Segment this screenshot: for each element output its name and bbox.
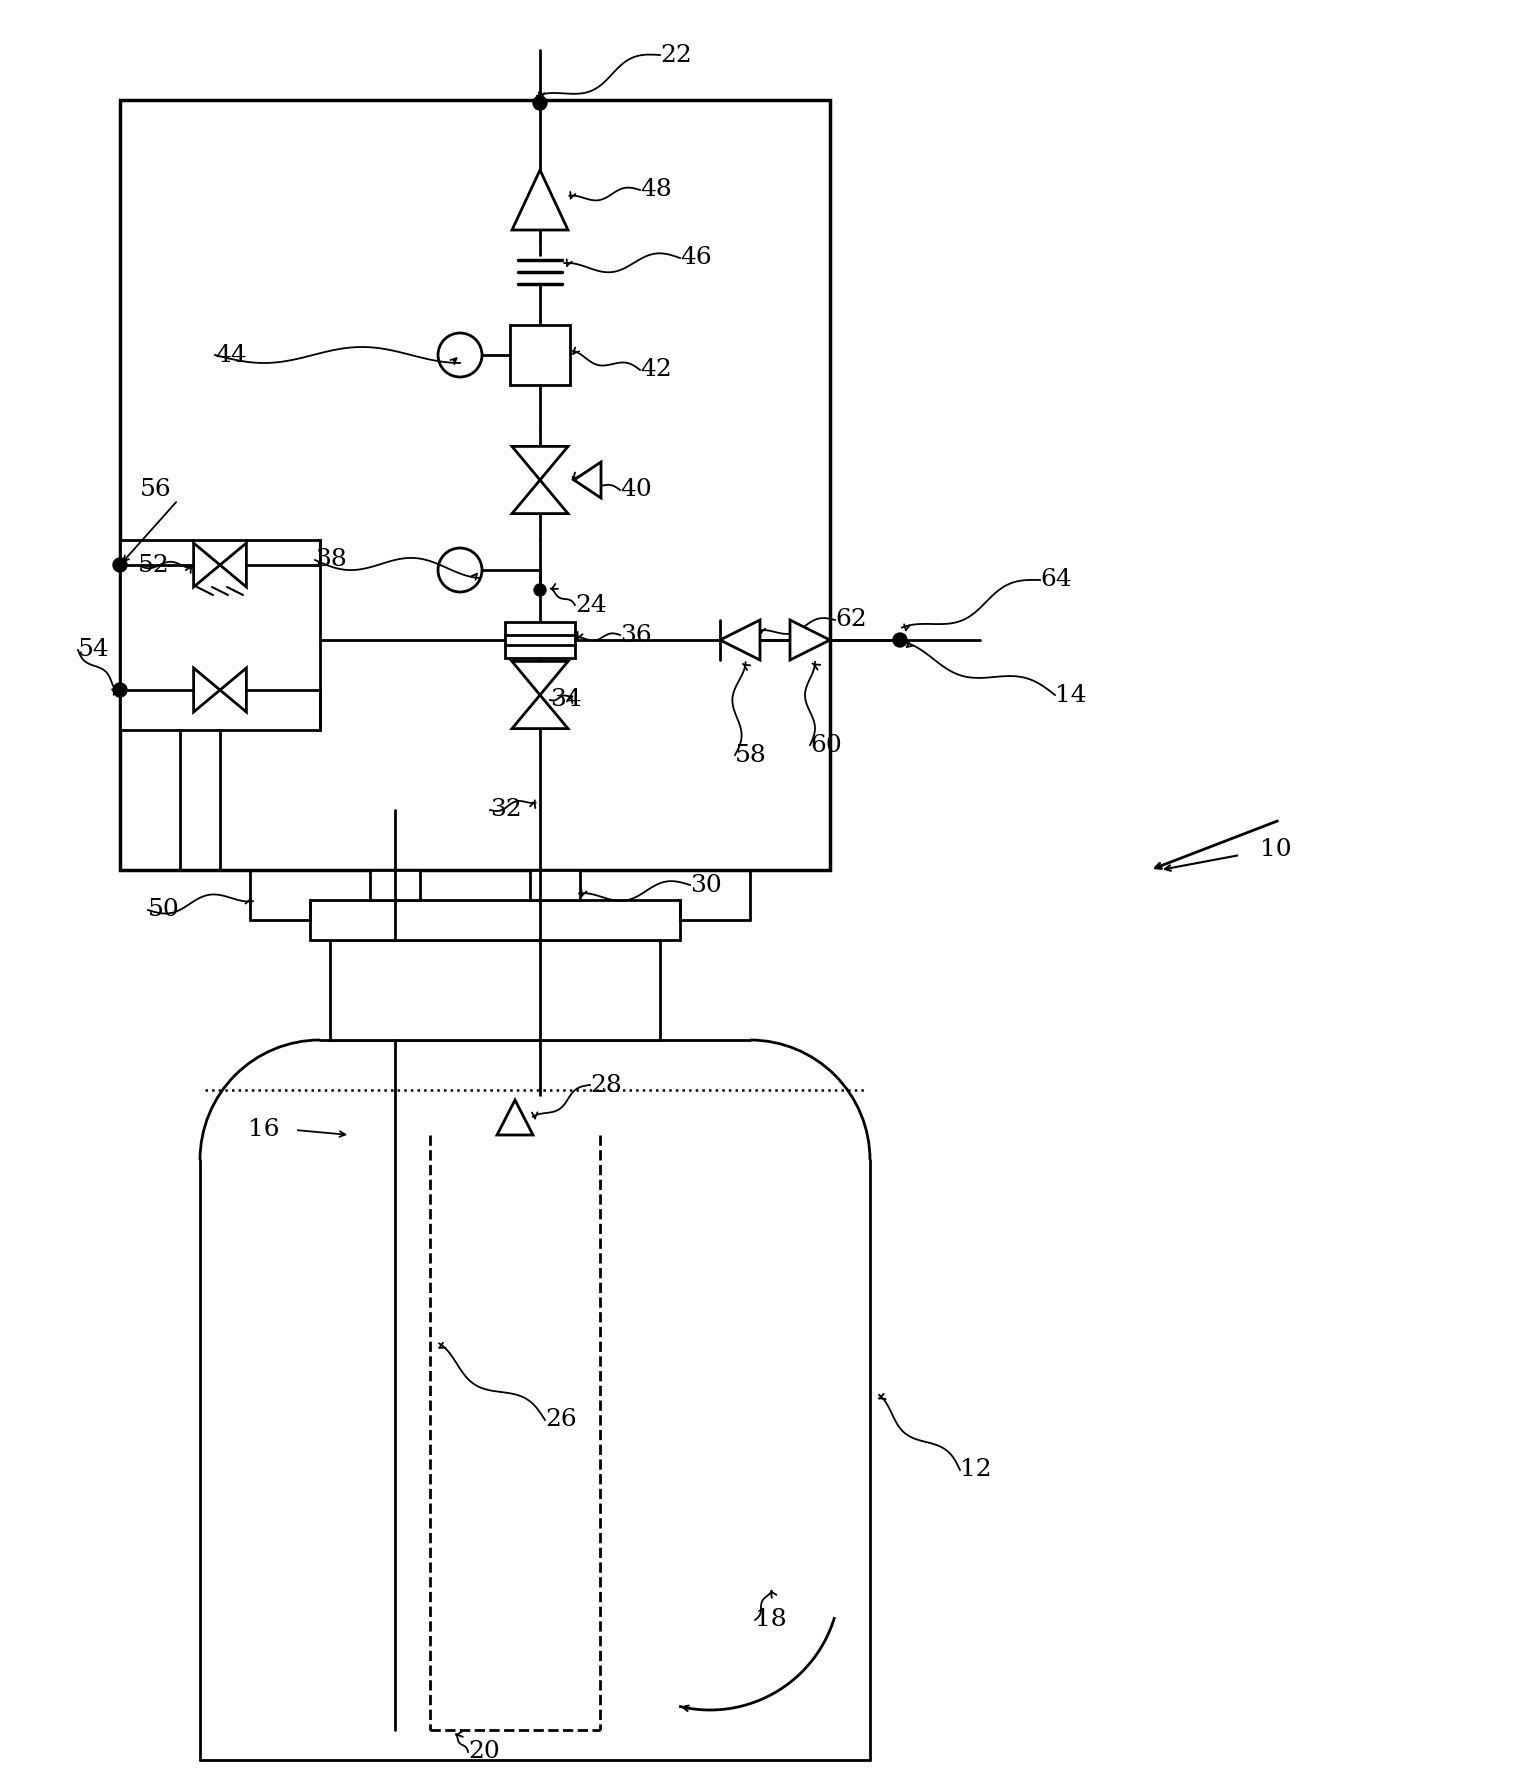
Circle shape — [113, 682, 127, 697]
Polygon shape — [220, 668, 246, 713]
Text: 32: 32 — [490, 798, 522, 822]
Text: 26: 26 — [545, 1409, 577, 1432]
Text: 40: 40 — [620, 479, 652, 502]
Text: 34: 34 — [550, 688, 582, 711]
Polygon shape — [220, 543, 246, 588]
Bar — [330, 939, 660, 1039]
Text: 38: 38 — [315, 548, 347, 572]
Text: 56: 56 — [140, 479, 171, 502]
Text: 58: 58 — [734, 743, 767, 766]
Bar — [505, 622, 576, 657]
Circle shape — [113, 557, 127, 572]
Circle shape — [534, 584, 547, 597]
Text: 28: 28 — [589, 1073, 621, 1097]
Bar — [121, 539, 321, 730]
Circle shape — [533, 96, 547, 111]
Polygon shape — [194, 668, 220, 713]
Text: 30: 30 — [690, 873, 722, 897]
Text: 12: 12 — [960, 1459, 991, 1482]
Polygon shape — [512, 695, 568, 729]
Polygon shape — [789, 620, 831, 661]
Text: 52: 52 — [137, 554, 169, 577]
Text: 42: 42 — [640, 359, 672, 382]
Text: 60: 60 — [809, 734, 841, 757]
Text: 62: 62 — [835, 609, 867, 632]
Polygon shape — [194, 543, 220, 588]
Bar — [370, 870, 420, 900]
Text: 22: 22 — [660, 43, 692, 66]
Text: 54: 54 — [78, 639, 110, 661]
Circle shape — [438, 332, 483, 377]
Bar — [310, 900, 680, 939]
Polygon shape — [512, 661, 568, 695]
Bar — [121, 100, 831, 870]
Text: 64: 64 — [1040, 568, 1072, 591]
Text: 50: 50 — [148, 898, 180, 922]
Circle shape — [893, 632, 907, 647]
Polygon shape — [721, 620, 760, 661]
Polygon shape — [574, 463, 602, 498]
Polygon shape — [512, 170, 568, 230]
Text: 18: 18 — [754, 1609, 786, 1631]
Polygon shape — [512, 446, 568, 480]
Bar — [530, 870, 580, 900]
Bar — [510, 325, 570, 386]
Text: 14: 14 — [1055, 684, 1087, 707]
Circle shape — [438, 548, 483, 591]
Text: 24: 24 — [576, 593, 606, 616]
Text: 10: 10 — [1260, 838, 1292, 861]
Text: 20: 20 — [467, 1741, 499, 1763]
Text: 48: 48 — [640, 179, 672, 202]
Polygon shape — [512, 480, 568, 514]
Text: 36: 36 — [620, 623, 652, 647]
Text: 46: 46 — [680, 246, 712, 270]
Polygon shape — [496, 1100, 533, 1134]
Text: 16: 16 — [247, 1118, 279, 1141]
Text: 44: 44 — [215, 343, 247, 366]
